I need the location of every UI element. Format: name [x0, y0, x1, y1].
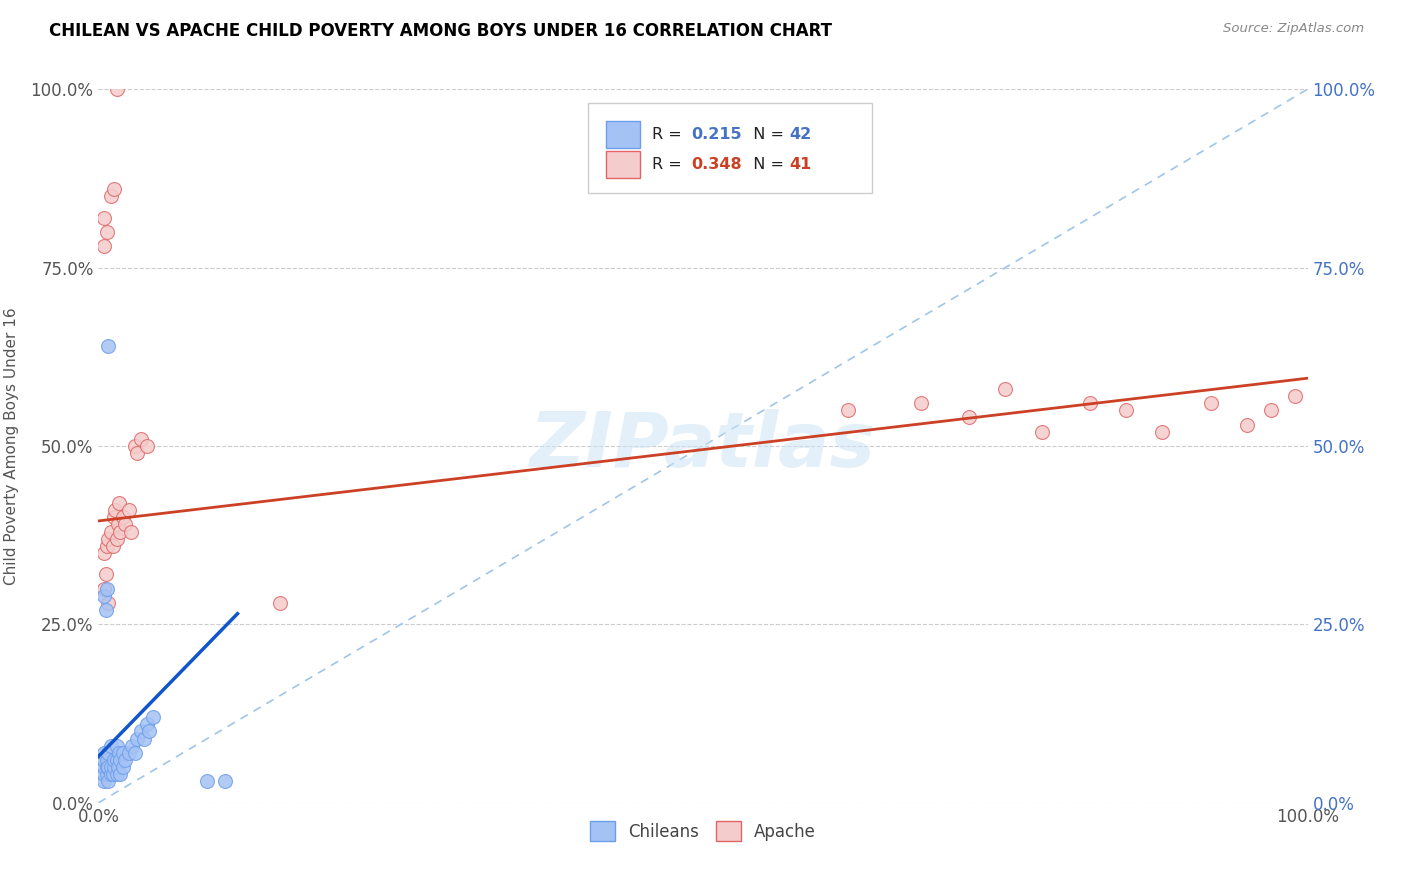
- Point: [100, 524, 122, 539]
- Text: R =: R =: [652, 157, 688, 171]
- FancyBboxPatch shape: [588, 103, 872, 193]
- Point: [105, 82, 128, 96]
- Point: [101, 767, 124, 781]
- FancyBboxPatch shape: [606, 120, 640, 148]
- Point: [1152, 425, 1174, 439]
- Point: [93, 546, 115, 560]
- Point: [93, 589, 115, 603]
- Point: [129, 432, 152, 446]
- Point: [135, 717, 157, 731]
- Point: [96, 753, 118, 767]
- Point: [127, 446, 149, 460]
- Point: [93, 767, 115, 781]
- Point: [1115, 403, 1137, 417]
- Point: [103, 760, 125, 774]
- Point: [97, 532, 120, 546]
- Text: Source: ZipAtlas.com: Source: ZipAtlas.com: [1223, 22, 1364, 36]
- Point: [93, 760, 115, 774]
- Point: [138, 724, 160, 739]
- Point: [127, 731, 149, 746]
- Point: [107, 760, 129, 774]
- Point: [103, 753, 125, 767]
- Point: [100, 189, 122, 203]
- Point: [195, 774, 218, 789]
- Point: [134, 731, 156, 746]
- Point: [103, 510, 125, 524]
- Point: [121, 739, 143, 753]
- Point: [135, 439, 157, 453]
- Point: [1284, 389, 1306, 403]
- Text: ZIPatlas: ZIPatlas: [530, 409, 876, 483]
- Point: [214, 774, 236, 789]
- Point: [101, 539, 124, 553]
- Point: [118, 746, 141, 760]
- Point: [111, 746, 134, 760]
- Point: [108, 767, 131, 781]
- Point: [94, 603, 117, 617]
- Point: [105, 753, 128, 767]
- FancyBboxPatch shape: [606, 151, 640, 178]
- Point: [93, 211, 115, 225]
- Point: [108, 753, 131, 767]
- Point: [957, 410, 980, 425]
- Point: [93, 753, 115, 767]
- Text: 41: 41: [789, 157, 811, 171]
- Point: [97, 596, 120, 610]
- Point: [93, 746, 115, 760]
- Legend: Chileans, Apache: Chileans, Apache: [583, 814, 823, 848]
- Point: [108, 746, 131, 760]
- Point: [96, 767, 118, 781]
- Point: [269, 596, 291, 610]
- Text: 42: 42: [789, 127, 811, 142]
- Point: [1078, 396, 1101, 410]
- Point: [120, 524, 142, 539]
- Point: [96, 760, 118, 774]
- Point: [105, 767, 128, 781]
- Point: [97, 774, 120, 789]
- Point: [104, 503, 127, 517]
- Point: [103, 182, 125, 196]
- Point: [111, 510, 134, 524]
- Point: [124, 746, 146, 760]
- Point: [114, 517, 136, 532]
- Point: [1199, 396, 1222, 410]
- Point: [105, 739, 128, 753]
- Text: N =: N =: [742, 127, 789, 142]
- Point: [93, 582, 115, 596]
- Y-axis label: Child Poverty Among Boys Under 16: Child Poverty Among Boys Under 16: [4, 307, 20, 585]
- Point: [124, 439, 146, 453]
- Text: 0.348: 0.348: [690, 157, 741, 171]
- Point: [1236, 417, 1258, 432]
- Point: [96, 539, 118, 553]
- Point: [100, 760, 122, 774]
- Point: [97, 746, 120, 760]
- Point: [910, 396, 932, 410]
- Point: [93, 239, 115, 253]
- Point: [105, 532, 128, 546]
- Point: [118, 503, 141, 517]
- Point: [100, 767, 122, 781]
- Point: [1260, 403, 1282, 417]
- Point: [108, 496, 131, 510]
- Text: 0.215: 0.215: [690, 127, 741, 142]
- Point: [108, 524, 131, 539]
- Point: [97, 760, 120, 774]
- Point: [114, 753, 136, 767]
- Point: [994, 382, 1017, 396]
- Point: [96, 582, 118, 596]
- Text: R =: R =: [652, 127, 688, 142]
- Point: [1031, 425, 1053, 439]
- Point: [107, 517, 129, 532]
- Text: CHILEAN VS APACHE CHILD POVERTY AMONG BOYS UNDER 16 CORRELATION CHART: CHILEAN VS APACHE CHILD POVERTY AMONG BO…: [49, 22, 832, 40]
- Point: [97, 339, 120, 353]
- Point: [837, 403, 859, 417]
- Point: [111, 760, 134, 774]
- Point: [100, 739, 122, 753]
- Point: [96, 225, 118, 239]
- Point: [93, 774, 115, 789]
- Text: N =: N =: [742, 157, 789, 171]
- Point: [129, 724, 152, 739]
- Point: [94, 567, 117, 582]
- Point: [142, 710, 165, 724]
